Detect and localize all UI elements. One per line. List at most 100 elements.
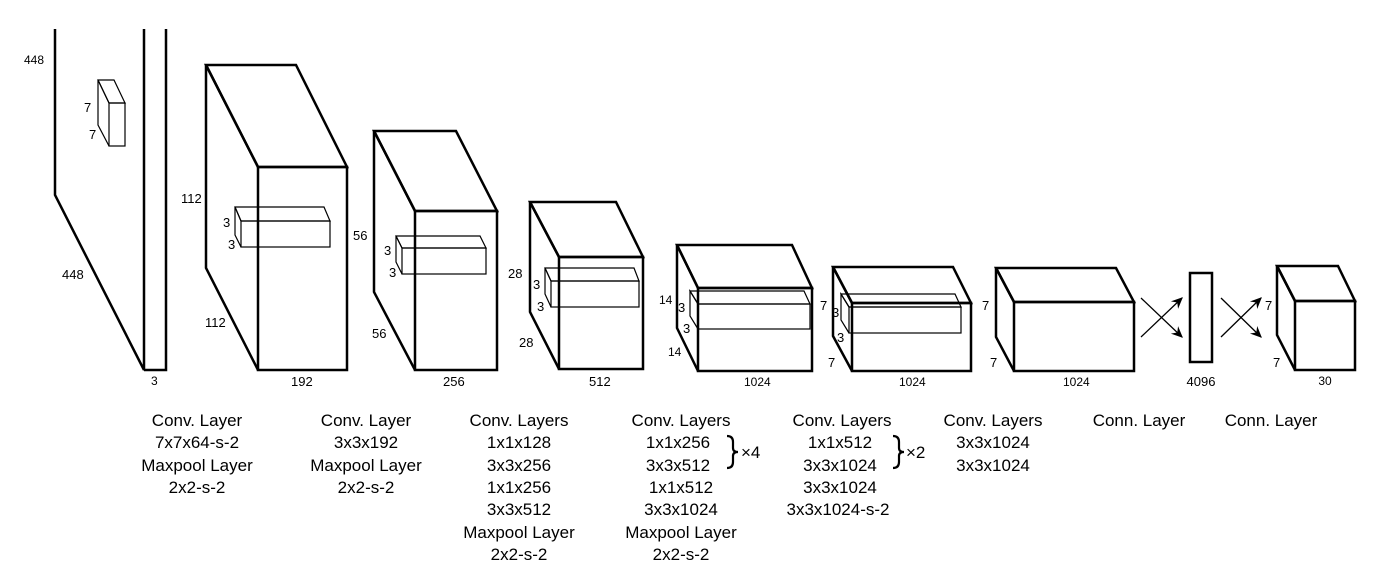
feature-map-8-side-face (1275, 265, 1297, 371)
caption-line: 3x3x512 (646, 456, 710, 475)
caption-line: Maxpool Layer (310, 456, 422, 475)
kernel-7x7-top-face (97, 79, 126, 104)
caption-line: Conn. Layer (1225, 411, 1318, 430)
dim-label: 256 (443, 374, 465, 389)
dim-label: 7 (982, 298, 989, 313)
feature-map-8-top-face (1274, 264, 1357, 303)
input-image-front (144, 29, 168, 372)
dim-label: 3 (151, 374, 158, 388)
dim-label: 7 (990, 355, 997, 370)
caption-line: 1x1x512 (649, 478, 713, 497)
feature-map-3-top-face (371, 129, 500, 213)
feature-map-3-side-face (372, 130, 417, 371)
caption-line: 1x1x512 (808, 433, 872, 452)
feature-map-7-front-face (1012, 300, 1136, 373)
dim-label: 448 (62, 267, 84, 282)
feature-map-2-top-face (203, 63, 350, 169)
arrow-icon (1220, 297, 1262, 338)
kernel-label: 3 (223, 215, 230, 230)
dim-label: 30 (1318, 374, 1332, 388)
kernel-label: 3 (228, 237, 235, 252)
kernel-3x3-5-top-face (839, 293, 962, 308)
dim-label: 1024 (1063, 375, 1090, 389)
brace-icon (892, 434, 905, 470)
caption-line: Conv. Layers (793, 411, 892, 430)
kernel-3x3-2-front-face (401, 247, 487, 275)
dim-label: 14 (659, 293, 673, 307)
kernel-3x3-3-side-face (544, 267, 552, 308)
dim-label: 7 (820, 298, 827, 313)
kernel-3x3-5-side-face (840, 291, 850, 334)
dim-label: 14 (668, 345, 682, 359)
feature-map-3-front-face (413, 209, 499, 372)
dim-label: 112 (181, 191, 202, 206)
caption-7: Conn. Layer (1093, 411, 1186, 430)
kernel-label: 3 (533, 277, 540, 292)
feature-map-4-front-face (557, 255, 645, 371)
dim-label: 56 (372, 326, 386, 341)
repeat-label: ×2 (906, 443, 925, 462)
caption-line: 2x2-s-2 (338, 478, 395, 497)
caption-line: 3x3x1024 (956, 456, 1030, 475)
caption-line: 3x3x1024 (803, 456, 877, 475)
feature-map-7-side-face (994, 267, 1016, 372)
feature-map-8-front-face (1293, 299, 1357, 372)
kernel-3x3-3-front-face (550, 280, 640, 308)
caption-line: Conn. Layer (1093, 411, 1186, 430)
caption-line: 1x1x128 (487, 433, 551, 452)
kernel-3x3-4-front-face (697, 303, 811, 330)
kernel-label: 7 (84, 100, 91, 115)
kernel-3x3-5-front-face (848, 306, 962, 334)
kernel-3x3-2-top-face (395, 235, 487, 249)
dim-label: 28 (519, 335, 533, 350)
caption-line: Conv. Layers (470, 411, 569, 430)
feature-map-5-side-face (675, 244, 700, 372)
dim-label: 512 (589, 374, 611, 389)
kernel-label: 3 (832, 305, 839, 320)
caption-line: Maxpool Layer (625, 523, 737, 542)
kernel-label: 3 (389, 265, 396, 280)
kernel-7x7-front-face (108, 102, 126, 147)
kernel-label: 3 (537, 299, 544, 314)
dim-label: 28 (508, 266, 522, 281)
kernel-3x3-1-front-face (240, 220, 331, 248)
caption-1: Conv. Layer 7x7x64-s-2 Maxpool Layer 2x2… (141, 411, 253, 497)
repeat-label: ×4 (741, 443, 760, 462)
feature-map-5-top-face (674, 243, 814, 290)
caption-line: 3x3x192 (334, 433, 398, 452)
feature-map-4-side-face (528, 201, 561, 370)
kernel-label: 3 (837, 330, 844, 345)
dimension-labels: 448 448 3 7 7 112 112 192 3 3 56 56 256 … (24, 53, 1332, 389)
dim-label: 192 (291, 374, 313, 389)
kernel-3x3-1-side-face (234, 206, 242, 248)
dim-label: 4096 (1187, 374, 1216, 389)
caption-line: 3x3x512 (487, 500, 551, 519)
dim-label: 1024 (899, 375, 926, 389)
caption-line: 3x3x1024 (956, 433, 1030, 452)
caption-line: Maxpool Layer (463, 523, 575, 542)
caption-line: 3x3x1024 (803, 478, 877, 497)
kernel-label: 3 (683, 321, 690, 336)
kernel-label: 3 (678, 300, 685, 315)
caption-line: 3x3x1024 (644, 500, 718, 519)
caption-2: Conv. Layer 3x3x192 Maxpool Layer 2x2-s-… (310, 411, 422, 497)
dim-label: 7 (1265, 298, 1272, 313)
kernel-3x3-4-top-face (688, 290, 811, 305)
caption-line: 7x7x64-s-2 (155, 433, 239, 452)
caption-line: 2x2-s-2 (653, 545, 710, 564)
dim-label: 56 (353, 228, 367, 243)
input-image-side (53, 29, 146, 371)
layer-shapes (53, 29, 1357, 373)
fc-4096-vector (1188, 271, 1214, 364)
kernel-3x3-2-side-face (395, 235, 403, 275)
caption-line: 3x3x256 (487, 456, 551, 475)
kernel-7x7-side-face (97, 79, 110, 147)
caption-4: Conv. Layers 1x1x256 3x3x512 1x1x512 3x3… (625, 411, 760, 564)
caption-line: 2x2-s-2 (491, 545, 548, 564)
feature-map-6-front-face (850, 301, 973, 373)
feature-map-7-top-face (993, 266, 1137, 304)
dim-label: 448 (24, 53, 44, 67)
kernel-3x3-1-top-face (234, 206, 331, 222)
dim-label: 7 (828, 355, 835, 370)
